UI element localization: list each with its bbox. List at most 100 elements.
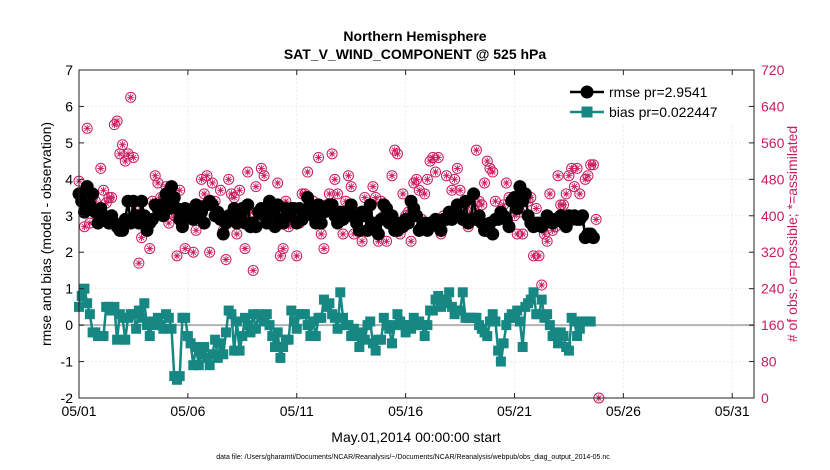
obs-assimilated-point bbox=[304, 168, 312, 176]
bias-point bbox=[82, 298, 93, 309]
obs-assimilated-point bbox=[486, 164, 494, 172]
obs-possible-point bbox=[500, 177, 512, 189]
bias-point bbox=[278, 341, 289, 352]
obs-assimilated-point bbox=[489, 168, 497, 176]
obs-assimilated-point bbox=[358, 237, 366, 245]
obs-assimilated-point bbox=[391, 146, 399, 154]
obs-possible-point bbox=[408, 177, 420, 189]
obs-assimilated-point bbox=[127, 93, 135, 101]
bias-point bbox=[234, 345, 245, 356]
bias-point bbox=[207, 349, 218, 360]
bias-point bbox=[498, 338, 509, 349]
obs-assimilated-point bbox=[165, 219, 173, 227]
legend-rmse-marker bbox=[580, 85, 594, 99]
y2-tick-label: 480 bbox=[761, 171, 785, 187]
obs-assimilated-point bbox=[227, 190, 236, 198]
obs-assimilated-point bbox=[480, 179, 489, 187]
bias-point bbox=[218, 349, 229, 360]
obs-assimilated-point bbox=[372, 193, 380, 202]
obs-assimilated-point bbox=[570, 183, 578, 191]
bias-point bbox=[457, 287, 468, 298]
obs-assimilated-point bbox=[268, 215, 276, 224]
obs-assimilated-point bbox=[83, 124, 91, 132]
obs-possible-point bbox=[81, 122, 93, 134]
bias-point bbox=[76, 290, 87, 301]
obs-assimilated-point bbox=[573, 164, 581, 172]
obs-assimilated-point bbox=[491, 197, 500, 205]
bias-point bbox=[346, 331, 357, 342]
obs-assimilated-point bbox=[116, 150, 124, 158]
bias-point bbox=[180, 312, 191, 323]
bias-point bbox=[509, 312, 520, 323]
obs-possible-point bbox=[579, 173, 591, 185]
obs-possible-point bbox=[206, 177, 218, 189]
obs-possible-point bbox=[568, 181, 580, 193]
bias-point bbox=[493, 345, 504, 356]
chart-title: Northern Hemisphere bbox=[343, 28, 486, 44]
obs-assimilated-point bbox=[535, 252, 543, 260]
obs-assimilated-point bbox=[538, 281, 546, 289]
bias-point bbox=[142, 320, 153, 331]
bias-point bbox=[329, 312, 340, 323]
y-axis-label: rmse and bias (model - observation) bbox=[38, 122, 54, 346]
bias-point bbox=[310, 331, 321, 342]
bias-point bbox=[283, 334, 294, 345]
obs-assimilated-point bbox=[244, 168, 252, 176]
obs-assimilated-point bbox=[339, 230, 347, 238]
rmse-point bbox=[167, 191, 181, 205]
obs-assimilated-point bbox=[540, 230, 549, 238]
bias-point bbox=[120, 334, 131, 345]
obs-assimilated-point bbox=[472, 146, 480, 154]
y2-axis-label: # of obs: o=possible; *=assimilated bbox=[784, 126, 800, 342]
bias-point bbox=[204, 360, 215, 371]
data-file-footnote: data file: /Users/gharamti/Documents/NCA… bbox=[216, 454, 610, 461]
obs-assimilated-point bbox=[478, 201, 486, 209]
obs-assimilated-point bbox=[388, 172, 396, 180]
bias-point bbox=[117, 312, 128, 323]
bias-point bbox=[226, 309, 237, 320]
obs-assimilated-point bbox=[529, 252, 538, 260]
rmse-layer bbox=[72, 180, 600, 245]
bias-point bbox=[128, 309, 139, 320]
y2-tick-label: 160 bbox=[761, 317, 785, 333]
obs-possible-point bbox=[272, 177, 284, 189]
bias-point bbox=[84, 309, 95, 320]
bias-point bbox=[136, 312, 147, 323]
obs-possible-point bbox=[421, 173, 433, 185]
bias-point bbox=[152, 312, 163, 323]
obs-possible-point bbox=[476, 199, 488, 211]
bias-point bbox=[517, 341, 528, 352]
bias-point bbox=[495, 356, 506, 367]
obs-assimilated-point bbox=[99, 186, 108, 194]
obs-assimilated-point bbox=[314, 153, 323, 162]
obs-assimilated-point bbox=[110, 121, 118, 129]
bias-point bbox=[427, 305, 438, 316]
obs-assimilated-point bbox=[282, 197, 290, 205]
bias-point bbox=[242, 320, 253, 331]
obs-possible-point bbox=[234, 184, 246, 196]
y2-tick-label: 320 bbox=[761, 244, 785, 260]
bias-point bbox=[343, 320, 354, 331]
bias-point bbox=[267, 331, 278, 342]
obs-possible-point bbox=[560, 188, 572, 200]
bias-point bbox=[484, 316, 495, 327]
x-tick-label: 05/26 bbox=[606, 403, 641, 419]
bias-point bbox=[444, 287, 455, 298]
bias-point bbox=[359, 334, 370, 345]
bias-point bbox=[229, 345, 240, 356]
obs-assimilated-point bbox=[532, 204, 540, 213]
obs-possible-point bbox=[582, 170, 594, 182]
rmse-point bbox=[502, 220, 516, 234]
bias-point bbox=[354, 341, 365, 352]
obs-assimilated-point bbox=[344, 172, 353, 180]
obs-assimilated-point bbox=[225, 175, 233, 183]
bias-point bbox=[308, 316, 319, 327]
obs-assimilated-point bbox=[279, 244, 287, 253]
obs-assimilated-point bbox=[203, 172, 211, 180]
obs-assimilated-point bbox=[470, 204, 478, 213]
obs-assimilated-point bbox=[404, 208, 412, 216]
obs-assimilated-point bbox=[562, 190, 570, 198]
obs-possible-point bbox=[190, 224, 202, 236]
obs-possible-point bbox=[552, 170, 564, 182]
obs-assimilated-point bbox=[276, 252, 285, 260]
